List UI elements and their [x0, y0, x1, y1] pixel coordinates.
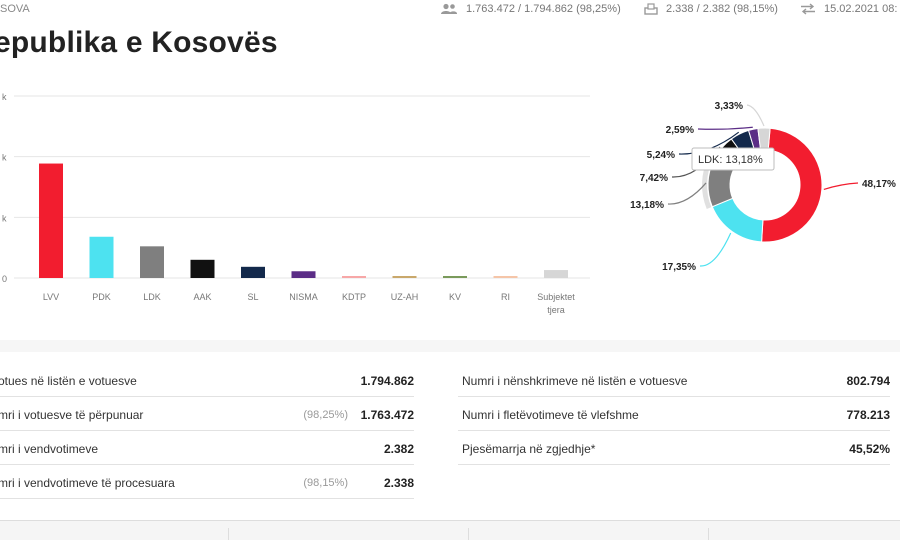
stats-label: otues në listën e votuesve — [0, 374, 137, 388]
bar-pdk[interactable] — [89, 236, 114, 278]
stats-row: Pjesëmarrja në zgjedhje* 45,52% — [458, 430, 890, 465]
bar-kv[interactable] — [443, 276, 467, 278]
stats-value: 45,52% — [849, 442, 890, 456]
x-tick-label: UZ-AH — [391, 292, 419, 302]
stats-row: otues në listën e votuesve 1.794.862 — [0, 362, 414, 397]
x-tick-label: tjera — [547, 305, 565, 315]
stations-stat-text: 2.338 / 2.382 (98,15%) — [666, 3, 778, 15]
tooltip-text: LDK: 13,18% — [698, 154, 763, 166]
bar-aak[interactable] — [190, 259, 215, 278]
bar-ri[interactable] — [493, 276, 518, 278]
updated-stat: 15.02.2021 08: — [800, 3, 897, 15]
slice-subjektet-tjera[interactable] — [757, 127, 771, 151]
slice-value-label: 13,18% — [630, 200, 664, 211]
bar-ldk[interactable] — [140, 246, 164, 278]
slice-value-label: 5,24% — [647, 150, 675, 161]
updated-stat-text: 15.02.2021 08: — [824, 3, 898, 15]
bar-sl[interactable] — [241, 266, 265, 278]
people-icon — [441, 3, 458, 15]
stats-percent: (98,25%) — [303, 409, 348, 421]
y-tick-label: k — [2, 92, 7, 102]
stats-label: Numri i fletëvotimeve të vlefshme — [462, 408, 639, 422]
x-tick-label: SL — [247, 292, 258, 302]
donut-chart: 48,17% 17,35% 13,18% 7,42% 5,24% 2,59% 3,33% LD… — [630, 101, 896, 273]
x-tick-label: KV — [449, 292, 461, 302]
stats-percent: (98,15%) — [303, 477, 348, 489]
voters-stat-text: 1.763.472 / 1.794.862 (98,25%) — [466, 3, 621, 15]
top-bar: SOVA 1.763.472 / 1.794.862 (98,25%) 2.33… — [0, 0, 900, 22]
page-title: epublika e Kosovës — [0, 26, 278, 59]
slice-value-label: 7,42% — [640, 173, 668, 184]
leader-line — [697, 126, 753, 130]
sync-arrows-icon — [801, 3, 815, 15]
slice-value-label: 2,59% — [666, 125, 694, 136]
stats-row: Numri i nënshkrimeve në listën e votuesv… — [458, 362, 890, 397]
stats-value: 2.382 — [383, 442, 414, 456]
chart-tooltip: LDK: 13,18% — [691, 147, 775, 171]
y-tick-label: 0 — [2, 274, 7, 284]
x-tick-label: AAK — [193, 292, 211, 302]
chart-area: k k k 0 LVV PDK LDK AAK SL NISMA KDTP UZ-AH KV RI Subj… — [0, 82, 900, 340]
slice-pdk[interactable] — [711, 197, 764, 243]
stats-label: Pjesëmarrja në zgjedhje* — [462, 442, 596, 456]
x-tick-label: PDK — [92, 292, 111, 302]
footer-separator — [468, 528, 469, 540]
leader-line — [823, 182, 859, 190]
slice-lvv[interactable] — [761, 127, 823, 243]
y-tick-label: k — [2, 213, 7, 223]
footer-area — [0, 521, 900, 540]
footer-separator — [708, 528, 709, 540]
stats-row: Numri i fletëvotimeve të vlefshme 778.213 — [458, 396, 890, 431]
bar-kdtp[interactable] — [342, 276, 366, 278]
stats-label: mri i vendvotimeve të procesuara — [0, 476, 175, 490]
bar-subjektet-tjera[interactable] — [544, 270, 568, 278]
stats-label: mri i vendvotimeve — [0, 442, 99, 456]
footer-separator — [228, 528, 229, 540]
stats-label: Numri i nënshkrimeve në listën e votuesv… — [462, 374, 688, 388]
x-tick-label: KDTP — [342, 292, 366, 302]
stats-value: 802.794 — [846, 374, 890, 388]
stats-value: 1.794.862 — [360, 374, 414, 388]
breadcrumb[interactable]: SOVA — [0, 3, 30, 15]
x-tick-label: NISMA — [289, 292, 318, 302]
leader-line — [699, 232, 732, 267]
stats-value: 2.338 — [383, 476, 414, 490]
stats-row: mri i votuesve të përpunuar (98,25%) 1.763… — [0, 396, 414, 431]
bar-uz-ah[interactable] — [392, 276, 417, 278]
leader-line — [746, 104, 765, 127]
bar-lvv[interactable] — [39, 163, 63, 278]
stats-value: 778.213 — [846, 408, 890, 422]
slice-value-label: 3,33% — [715, 101, 743, 112]
x-tick-label: LVV — [43, 292, 59, 302]
stations-stat: 2.338 / 2.382 (98,15%) — [644, 3, 778, 15]
x-tick-label: RI — [501, 292, 510, 302]
stats-row: mri i vendvotimeve të procesuara (98,15%)… — [0, 464, 414, 499]
stats-row: mri i vendvotimeve 2.382 — [0, 430, 414, 465]
stats-label: mri i votuesve të përpunuar — [0, 408, 144, 422]
slice-value-label: 48,17% — [862, 179, 896, 190]
ballot-box-icon — [644, 3, 658, 15]
leader-line — [667, 182, 707, 205]
stats-value: 1.763.472 — [360, 408, 414, 422]
voters-stat: 1.763.472 / 1.794.862 (98,25%) — [440, 3, 621, 15]
footer-divider — [0, 520, 900, 521]
y-tick-label: k — [2, 153, 7, 163]
x-tick-label: Subjektet — [537, 292, 575, 302]
bar-chart: k k k 0 LVV PDK LDK AAK SL NISMA KDTP UZ-AH KV RI Subj… — [2, 92, 590, 315]
slice-value-label: 17,35% — [662, 262, 696, 273]
x-tick-label: LDK — [143, 292, 161, 302]
bar-nisma[interactable] — [291, 271, 316, 278]
chart-panel-bottom — [0, 340, 900, 352]
